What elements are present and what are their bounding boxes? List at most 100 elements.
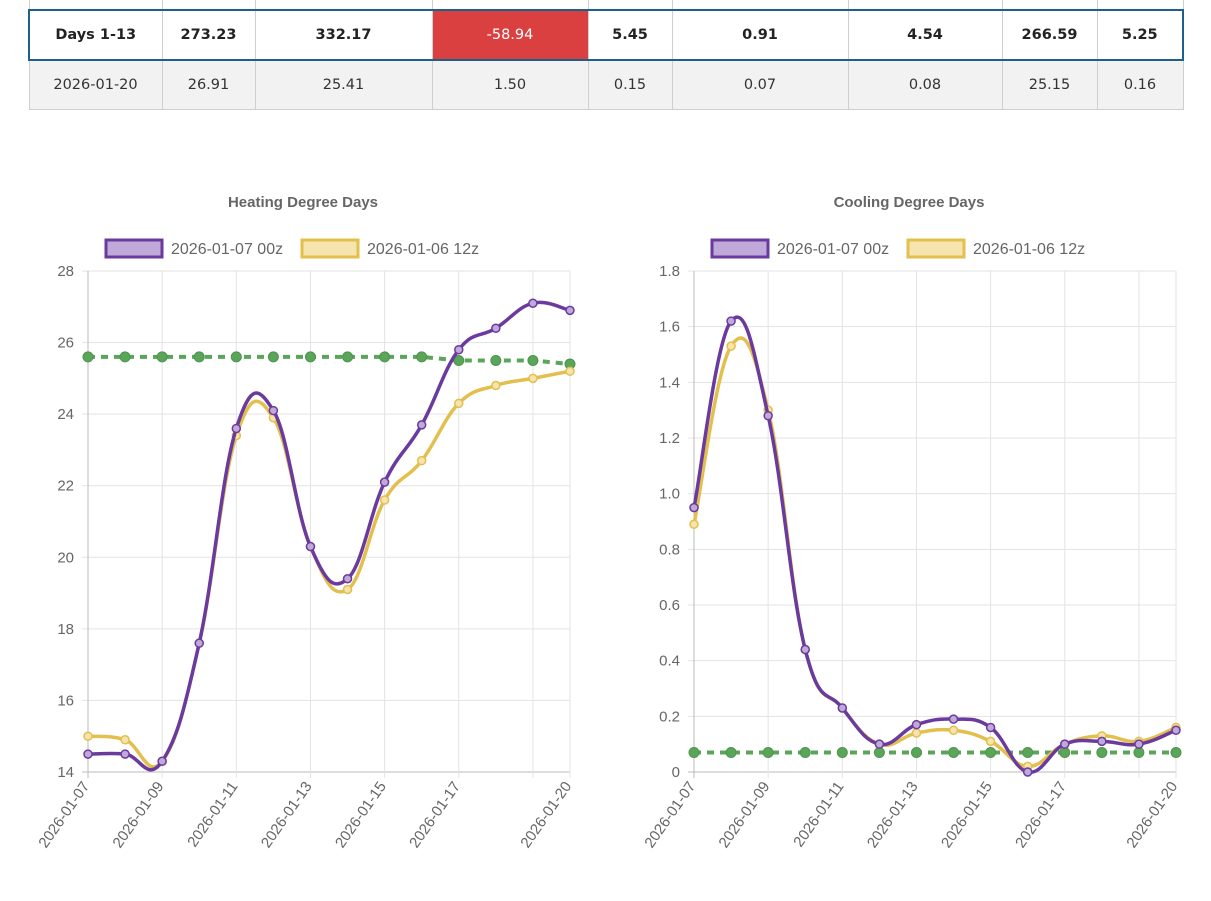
series-line <box>692 315 1177 774</box>
summary-cell: 332.17 <box>254 9 433 61</box>
legend-swatch <box>710 238 770 259</box>
table-cell: 0.15 <box>587 59 673 110</box>
x-tick-label: 2026-01-11 <box>184 779 241 851</box>
legend-label: 2026-01-07 00z <box>171 241 283 258</box>
legend-swatch <box>906 238 966 259</box>
normal-point <box>82 351 94 363</box>
series-line <box>87 369 571 769</box>
normal-point <box>119 351 131 363</box>
y-tick-label: 0.8 <box>659 541 680 558</box>
legend-swatch <box>300 238 360 259</box>
x-tick-label: 2026-01-09 <box>109 779 167 852</box>
normal-point <box>910 747 922 759</box>
normal-point <box>304 351 316 363</box>
y-tick-label: 28 <box>57 263 74 280</box>
x-tick-label: 2026-01-15 <box>332 779 390 852</box>
data-point <box>416 420 427 430</box>
data-point <box>948 725 959 735</box>
summary-cell: 273.23 <box>161 9 256 61</box>
x-tick-label: 2026-01-13 <box>864 779 922 852</box>
table-cell: 1.50 <box>431 59 589 110</box>
normal-point <box>688 747 700 759</box>
data-point <box>528 298 538 308</box>
summary-cell: 4.54 <box>847 9 1003 61</box>
normal-point <box>1096 747 1108 759</box>
normal-point <box>342 351 354 363</box>
series-line <box>87 300 571 772</box>
summary-cell: 5.45 <box>587 9 673 61</box>
cdd-chart-svg: Cooling Degree Days 2026-01-07 00z 2026-01… <box>641 194 1182 852</box>
chart-title: Heating Degree Days <box>228 194 378 211</box>
normal-point <box>1059 747 1071 759</box>
table-row: 2026-01-20 26.91 25.41 1.50 0.15 0.07 0.… <box>28 59 1184 110</box>
normal-point <box>193 351 205 363</box>
x-tick-label: 2026-01-13 <box>258 779 316 852</box>
normal-point <box>156 351 168 363</box>
data-point <box>763 410 773 421</box>
data-point <box>231 423 242 434</box>
legend-label: 2026-01-07 00z <box>777 241 889 258</box>
data-point <box>689 519 699 530</box>
y-tick-label: 26 <box>57 335 74 352</box>
data-point <box>379 495 390 505</box>
normal-series-line <box>88 354 571 367</box>
chart-title: Cooling Degree Days <box>834 194 985 211</box>
y-tick-label: 18 <box>57 621 74 638</box>
data-point <box>491 380 501 391</box>
data-point <box>565 305 575 316</box>
data-point <box>157 756 167 767</box>
summary-cell: 0.91 <box>671 9 849 61</box>
normal-point <box>490 354 502 366</box>
data-point <box>985 736 996 747</box>
data-point <box>800 644 810 655</box>
normal-point <box>267 351 279 363</box>
table-cell: 0.08 <box>847 59 1003 110</box>
degree-day-table: Days 1-13 273.23 332.17 -58.94 5.45 0.91… <box>28 0 1184 110</box>
y-tick-label: 0.2 <box>659 708 680 725</box>
normal-point <box>1170 747 1182 759</box>
summary-cell: 5.25 <box>1096 9 1184 61</box>
data-point <box>120 749 130 759</box>
cooling-degree-days-chart: Cooling Degree Days 2026-01-07 00z 2026-01… <box>606 180 1206 885</box>
data-point <box>689 502 699 513</box>
y-tick-label: 1.4 <box>659 374 680 391</box>
hdd-chart-svg: Heating Degree Days 2026-01-07 00z 2026-01… <box>35 194 576 852</box>
data-point <box>342 574 353 584</box>
normal-point <box>725 747 737 759</box>
table-cell: 25.15 <box>1001 59 1098 110</box>
y-tick-label: 20 <box>57 549 74 566</box>
normal-point <box>230 351 242 363</box>
y-tick-label: 1.8 <box>659 263 680 280</box>
data-point <box>911 719 922 730</box>
table-top-row <box>28 0 1184 11</box>
x-tick-label: 2026-01-09 <box>715 779 773 852</box>
normal-point <box>1022 747 1034 759</box>
data-point <box>379 477 390 487</box>
normal-point <box>873 747 885 759</box>
legend-swatch <box>104 238 164 259</box>
data-point <box>726 341 736 351</box>
data-point <box>948 714 959 724</box>
x-tick-label: 2026-01-11 <box>790 779 847 851</box>
normal-point <box>799 747 811 759</box>
y-tick-label: 1.2 <box>659 430 680 447</box>
data-point <box>120 735 130 745</box>
normal-point <box>416 351 428 363</box>
y-tick-label: 24 <box>57 406 74 423</box>
normal-point <box>1133 747 1145 759</box>
normal-point <box>836 747 848 759</box>
data-point <box>454 398 464 409</box>
data-point <box>268 405 279 416</box>
legend-label: 2026-01-06 12z <box>973 241 1085 258</box>
x-tick-label: 2026-01-07 <box>641 779 699 852</box>
table-cell: 25.41 <box>254 59 433 110</box>
normal-point <box>762 747 774 759</box>
date-cell: 2026-01-20 <box>28 59 163 110</box>
data-point <box>416 455 427 466</box>
data-point <box>985 722 996 733</box>
data-point <box>342 584 353 595</box>
data-point <box>491 323 501 334</box>
table-cell: 26.91 <box>161 59 256 110</box>
y-tick-label: 1.6 <box>659 319 680 336</box>
x-tick-label: 2026-01-20 <box>517 779 575 852</box>
